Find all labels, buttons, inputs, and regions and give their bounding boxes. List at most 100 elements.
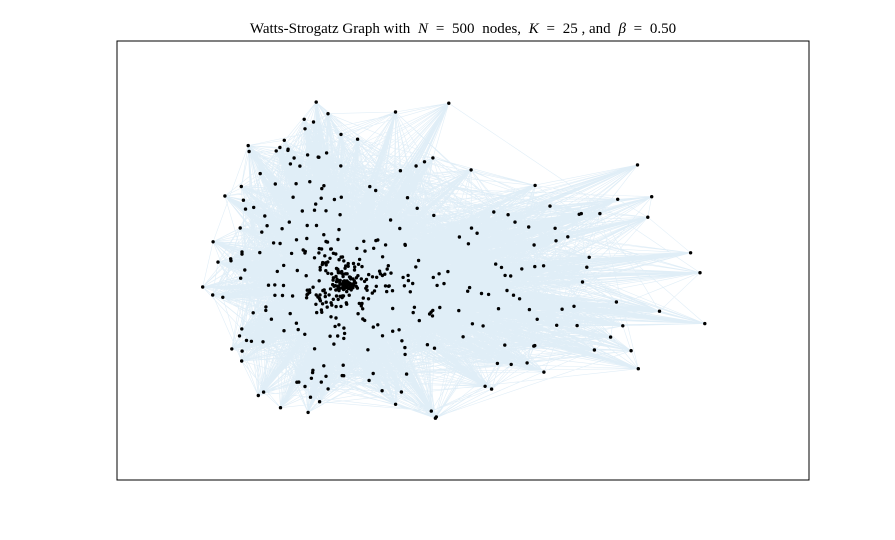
- node: [414, 164, 418, 168]
- node: [475, 231, 479, 235]
- node: [374, 188, 378, 193]
- node: [614, 300, 619, 304]
- node: [461, 335, 465, 339]
- node: [357, 301, 361, 306]
- node: [635, 163, 640, 167]
- node: [457, 308, 461, 313]
- node: [282, 329, 286, 333]
- node: [437, 272, 441, 276]
- node: [372, 246, 376, 250]
- node: [320, 302, 325, 306]
- node: [532, 344, 536, 348]
- node: [294, 321, 299, 325]
- node: [258, 250, 262, 255]
- node: [295, 268, 299, 273]
- title-text: =: [634, 21, 642, 37]
- node: [211, 240, 215, 244]
- node: [566, 235, 570, 239]
- node: [314, 302, 318, 306]
- node: [415, 206, 419, 210]
- node: [331, 297, 335, 301]
- node: [322, 233, 326, 237]
- node: [431, 275, 435, 280]
- node: [338, 213, 342, 217]
- node: [334, 294, 339, 298]
- node: [273, 293, 277, 297]
- node: [479, 291, 484, 296]
- node: [356, 262, 361, 266]
- node: [338, 278, 342, 283]
- node: [399, 390, 404, 394]
- node: [239, 184, 243, 189]
- node: [616, 197, 620, 201]
- node: [362, 279, 367, 284]
- node: [336, 237, 340, 242]
- node: [280, 293, 285, 298]
- node: [541, 264, 546, 268]
- node: [517, 297, 522, 301]
- node: [324, 151, 329, 155]
- node: [503, 273, 507, 278]
- node: [300, 209, 304, 213]
- node: [646, 215, 650, 219]
- node: [380, 389, 384, 393]
- node: [223, 194, 227, 198]
- node: [338, 294, 342, 298]
- node: [290, 294, 295, 298]
- node: [252, 205, 256, 210]
- node: [469, 226, 474, 230]
- node: [345, 289, 349, 294]
- node: [636, 367, 640, 371]
- node: [326, 260, 330, 264]
- node: [580, 280, 585, 284]
- node: [366, 297, 371, 301]
- node: [457, 235, 462, 239]
- node: [344, 301, 348, 305]
- node: [560, 307, 564, 311]
- node: [294, 182, 298, 186]
- node: [303, 249, 307, 254]
- node: [261, 340, 265, 344]
- node: [361, 307, 365, 311]
- node: [470, 322, 475, 326]
- node: [400, 339, 404, 343]
- node: [629, 349, 633, 353]
- node: [326, 112, 330, 116]
- node: [260, 230, 264, 234]
- node: [334, 304, 338, 309]
- node: [397, 328, 401, 332]
- node: [298, 164, 302, 168]
- node: [340, 255, 345, 259]
- node: [240, 327, 244, 331]
- node: [347, 293, 351, 297]
- node: [286, 147, 290, 151]
- node: [314, 293, 318, 297]
- node: [337, 227, 341, 232]
- node: [328, 287, 333, 291]
- nodes: [201, 100, 707, 420]
- node: [251, 311, 255, 315]
- node: [353, 265, 357, 269]
- node: [324, 300, 328, 304]
- title-text: , and: [582, 21, 612, 37]
- node: [339, 304, 343, 309]
- node: [376, 238, 380, 242]
- node: [240, 349, 244, 353]
- node: [657, 309, 662, 313]
- node: [323, 294, 327, 299]
- node: [296, 327, 300, 332]
- node: [211, 293, 215, 297]
- node: [393, 402, 398, 406]
- node: [368, 184, 372, 189]
- node: [275, 269, 279, 274]
- node: [362, 239, 366, 243]
- node: [344, 264, 348, 268]
- node: [535, 317, 539, 321]
- node: [466, 242, 471, 246]
- node: [532, 243, 536, 247]
- node: [341, 363, 345, 367]
- node: [592, 348, 597, 352]
- node: [380, 273, 385, 278]
- node: [244, 338, 249, 343]
